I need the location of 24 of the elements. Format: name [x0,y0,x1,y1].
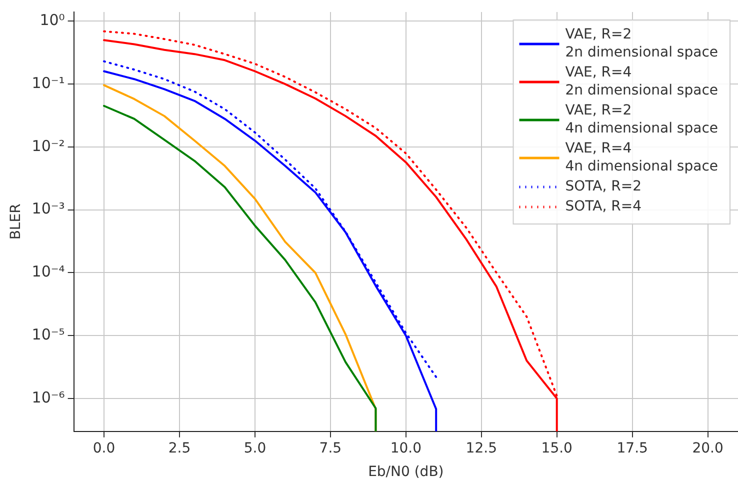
x-tick-label: 10.0 [390,440,422,456]
x-tick-label: 2.5 [168,440,191,456]
y-tick-label: 10⁻² [32,136,65,155]
x-tick-label: 15.0 [541,440,572,456]
x-tick-label: 5.0 [244,440,266,456]
y-tick-label: 10⁻⁴ [32,262,65,281]
y-tick-label: 10⁻³ [32,200,65,218]
x-tick-label: 7.5 [319,440,342,456]
legend-label: SOTA, R=2 [565,178,642,195]
y-tick-label: 10⁻⁶ [32,388,65,406]
legend-label: VAE, R=4 4n dimensional space [565,140,718,175]
x-axis-title: Eb/N0 (dB) [368,464,444,480]
x-tick-label: 20.0 [692,440,724,456]
legend-label: VAE, R=2 4n dimensional space [565,102,718,137]
y-tick-label: 10⁰ [40,11,65,30]
x-tick-label: 17.5 [616,440,648,456]
legend-label: VAE, R=2 2n dimensional space [565,26,718,61]
legend-label: VAE, R=4 2n dimensional space [565,64,718,99]
legend-label: SOTA, R=4 [565,198,642,215]
y-tick-label: 10⁻¹ [32,74,65,92]
y-axis-title: BLER [8,203,24,240]
y-tick-label: 10⁻⁵ [32,326,65,344]
x-tick-label: 12.5 [466,440,497,456]
x-tick-label: 0.0 [92,440,116,456]
